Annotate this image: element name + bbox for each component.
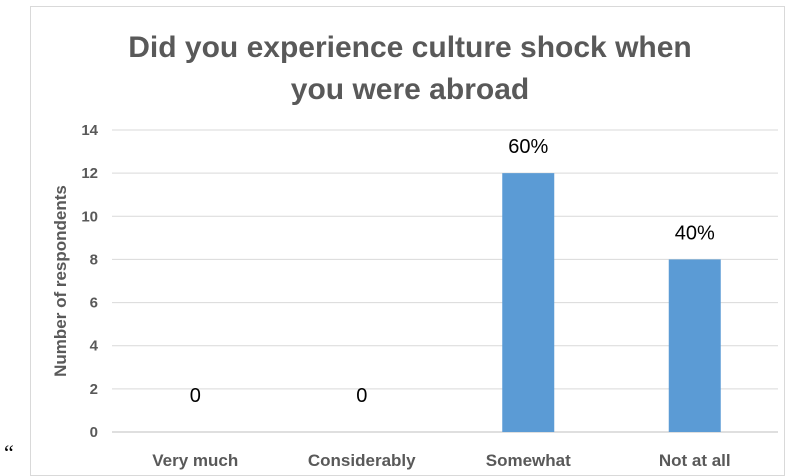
y-tick-label: 2	[90, 381, 98, 398]
bar-2	[502, 173, 555, 432]
data-label-3: 40%	[675, 222, 715, 244]
chart-title-line-1: Did you experience culture shock when	[128, 31, 692, 64]
x-tick-label-0: Very much	[152, 451, 238, 470]
bars	[502, 173, 721, 432]
y-tick-label: 10	[81, 208, 98, 225]
data-label-2: 60%	[508, 136, 548, 158]
y-tick-label: 4	[90, 338, 99, 355]
y-tick-label: 6	[90, 295, 98, 312]
x-tick-label-3: Not at all	[659, 451, 731, 470]
y-tick-label: 12	[81, 165, 98, 182]
x-tick-labels: Very much Considerably Somewhat Not at all	[152, 451, 730, 470]
y-tick-label: 8	[90, 251, 98, 268]
data-label-1: 0	[356, 385, 367, 407]
gridlines	[112, 129, 778, 433]
chart-title-line-2: you were abroad	[291, 73, 529, 106]
data-labels: 0 0 60% 40%	[190, 136, 715, 407]
stray-quote-mark: “	[4, 440, 14, 465]
chart-title: Did you experience culture shock when you…	[128, 31, 692, 106]
y-tick-label: 14	[81, 122, 98, 139]
chart-frame	[30, 6, 785, 476]
y-tick-labels: 0 2 4 6 8 10 12 14	[81, 122, 98, 441]
x-tick-label-1: Considerably	[308, 451, 416, 470]
data-label-0: 0	[190, 385, 201, 407]
bar-3	[668, 259, 721, 432]
y-axis-label: Number of respondents	[51, 185, 70, 377]
y-tick-label: 0	[90, 424, 98, 441]
x-tick-label-2: Somewhat	[486, 451, 571, 470]
